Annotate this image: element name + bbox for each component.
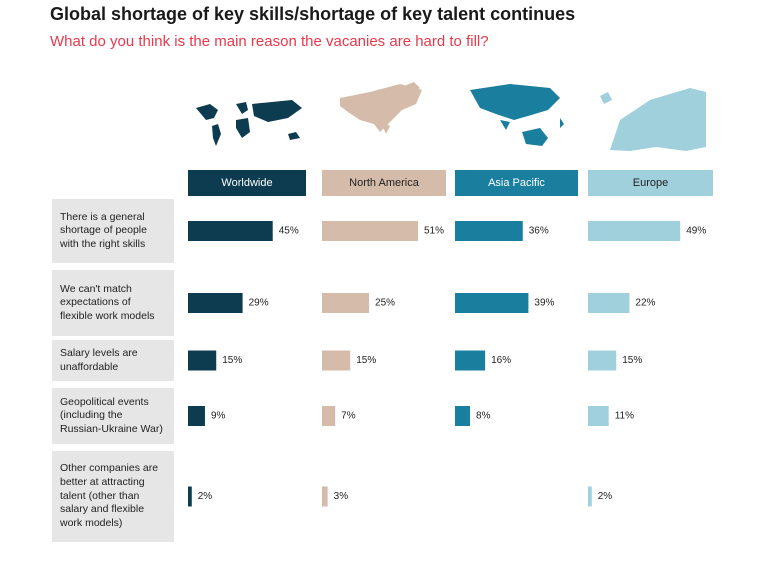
bar	[322, 221, 418, 241]
row-label: There is a general shortage of people wi…	[52, 199, 174, 263]
bar	[455, 350, 486, 371]
bar	[455, 221, 523, 241]
bar	[588, 293, 630, 313]
legend-entry: Europe	[588, 170, 713, 196]
row-label: Geopolitical events (including the Russi…	[52, 388, 174, 444]
value-label: 2%	[598, 491, 613, 502]
bar	[588, 406, 609, 426]
chart-title: Global shortage of key skills/shortage o…	[50, 4, 576, 24]
row-label: Salary levels are unaffordable	[52, 340, 174, 381]
value-label: 16%	[491, 355, 511, 366]
legend-entry: North America	[322, 170, 446, 196]
value-label: 25%	[375, 298, 395, 309]
row-label: Other companies are better at attracting…	[52, 451, 174, 542]
map-europe	[600, 88, 706, 151]
bar	[455, 293, 529, 313]
value-label: 15%	[356, 355, 376, 366]
value-label: 9%	[211, 411, 226, 422]
bar	[322, 486, 328, 507]
value-label: 49%	[686, 226, 706, 237]
chart-subtitle: What do you think is the main reason the…	[50, 33, 489, 50]
map-worldwide	[196, 100, 302, 146]
value-label: 11%	[615, 411, 634, 422]
bar	[455, 406, 471, 426]
bar	[322, 293, 370, 313]
bar	[188, 350, 217, 371]
bar	[588, 221, 681, 241]
value-label: 39%	[534, 298, 554, 309]
value-label: 15%	[622, 355, 642, 366]
bar	[322, 406, 336, 426]
value-label: 36%	[529, 226, 549, 237]
value-label: 3%	[334, 491, 349, 502]
value-label: 22%	[635, 298, 655, 309]
legend-entry: Asia Pacific	[455, 170, 578, 196]
value-label: 45%	[279, 226, 299, 237]
map-north-america	[340, 82, 422, 134]
value-label: 2%	[198, 491, 213, 502]
legend-entry: Worldwide	[188, 170, 306, 196]
bar	[188, 293, 243, 313]
value-label: 8%	[476, 411, 491, 422]
bar	[588, 486, 592, 507]
value-label: 29%	[249, 298, 269, 309]
bar	[188, 221, 273, 241]
value-label: 7%	[341, 411, 356, 422]
map-asia-pacific	[470, 84, 564, 146]
bar	[188, 486, 192, 507]
bar	[188, 406, 205, 426]
bar	[588, 350, 617, 371]
bar	[322, 350, 351, 371]
value-label: 51%	[424, 226, 444, 237]
row-label: We can't match expectations of flexible …	[52, 270, 174, 336]
value-label: 15%	[222, 355, 242, 366]
